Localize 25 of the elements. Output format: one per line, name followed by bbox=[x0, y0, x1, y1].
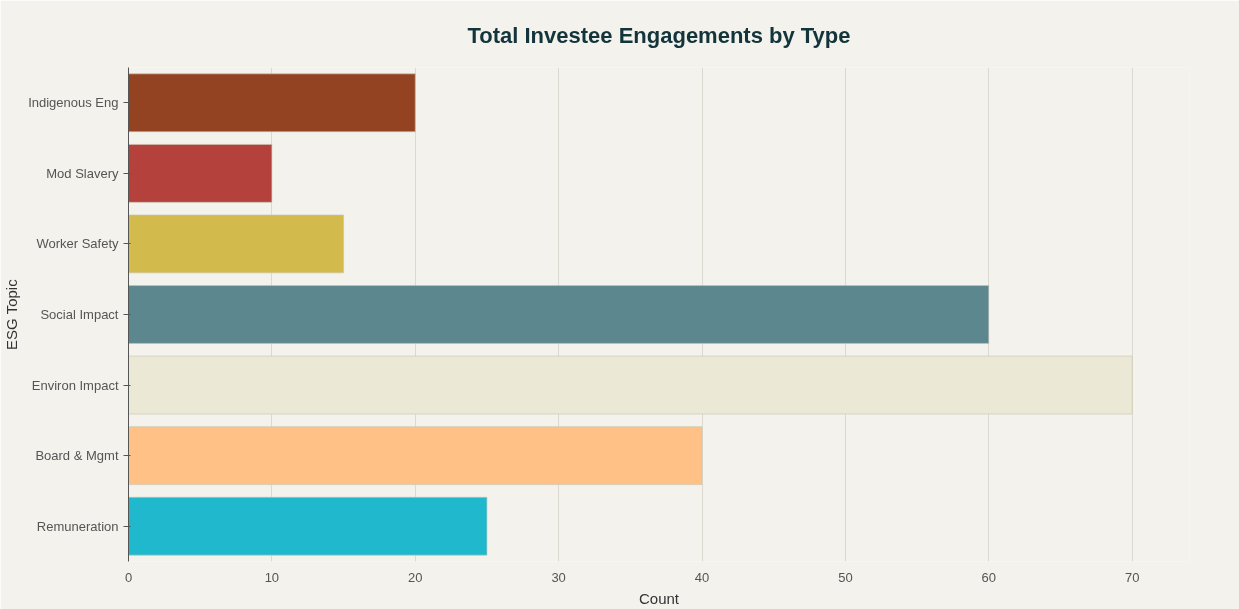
bar bbox=[128, 73, 416, 133]
chart-title: Total Investee Engagements by Type bbox=[467, 22, 851, 48]
y-tick-label: Mod Slavery bbox=[46, 165, 119, 181]
x-tick-label: 70 bbox=[1124, 569, 1140, 585]
y-axis-title: ESG Topic bbox=[3, 278, 21, 350]
bar bbox=[128, 285, 990, 344]
bar bbox=[128, 144, 273, 203]
y-tick-label: Remuneration bbox=[36, 518, 119, 534]
y-tick-label: Board & Mgmt bbox=[35, 448, 119, 464]
x-tick-label: 20 bbox=[408, 569, 423, 585]
y-tick-label: Indigenous Eng bbox=[28, 95, 119, 111]
x-tick-label: 40 bbox=[694, 569, 710, 585]
y-tick-label: Social Impact bbox=[40, 307, 119, 322]
x-tick-label: 0 bbox=[124, 569, 133, 585]
bar bbox=[128, 426, 703, 485]
x-tick-label: 30 bbox=[551, 569, 566, 585]
x-tick-label: 10 bbox=[264, 569, 280, 585]
bar bbox=[128, 214, 344, 274]
bar bbox=[128, 496, 488, 556]
x-tick-label: 60 bbox=[981, 569, 997, 585]
y-tick-label: Worker Safety bbox=[36, 236, 119, 252]
x-axis-title: Count bbox=[638, 589, 680, 607]
bar bbox=[128, 355, 1133, 415]
y-tick-label: Environ Impact bbox=[31, 377, 119, 393]
x-tick-label: 50 bbox=[838, 569, 853, 585]
